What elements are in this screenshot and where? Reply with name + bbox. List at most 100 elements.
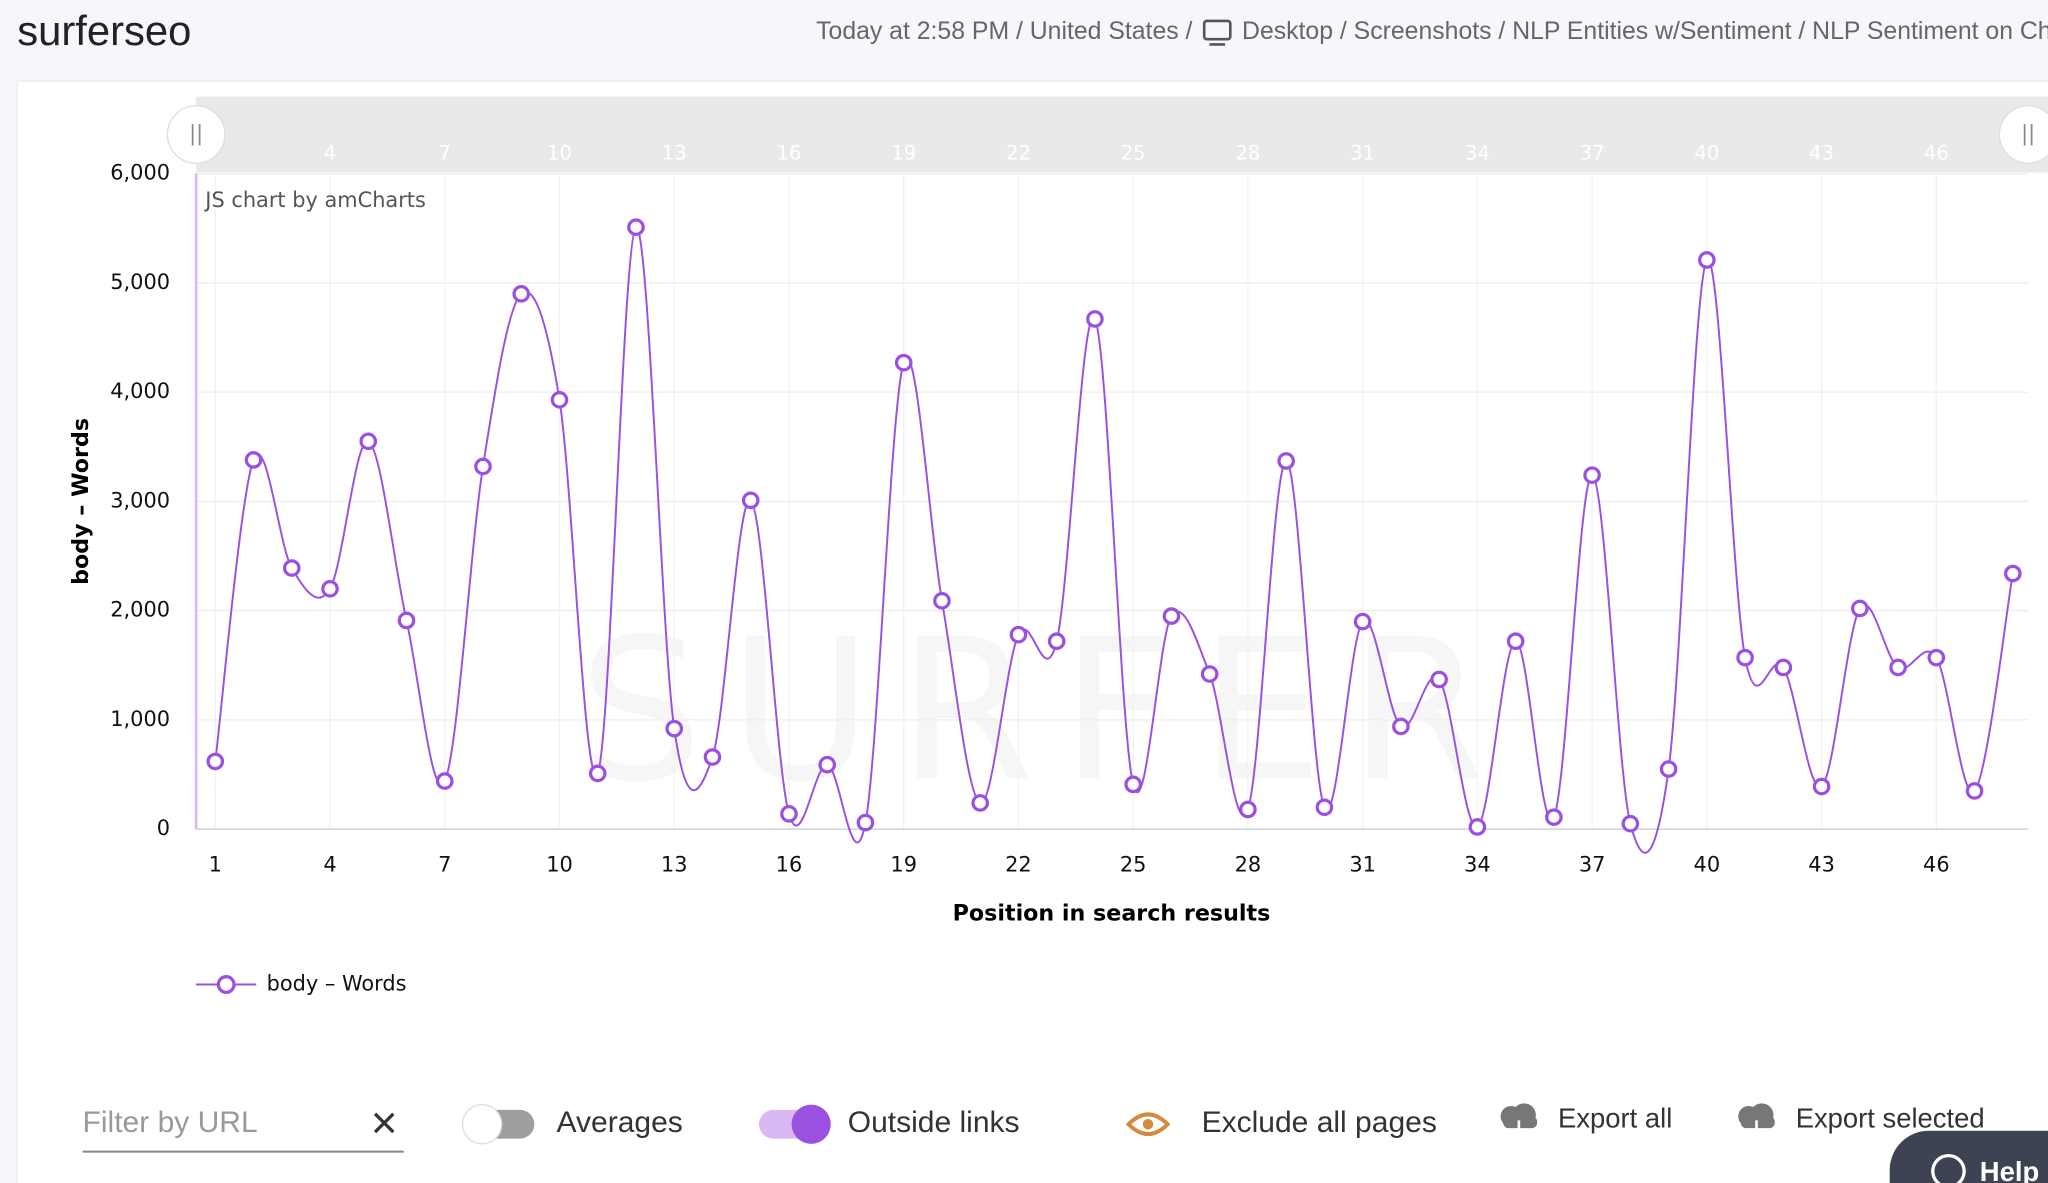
point [435, 772, 454, 790]
point [1009, 625, 1028, 644]
point [1430, 670, 1448, 689]
point [1506, 632, 1525, 651]
point [933, 592, 951, 610]
point [282, 559, 301, 577]
cloud-icon[interactable] [1500, 1103, 1538, 1141]
point [359, 432, 378, 451]
clear-button[interactable] [373, 1112, 395, 1134]
point [741, 491, 760, 510]
point [2004, 564, 2022, 583]
toggle-label: Outside links [848, 1106, 1020, 1139]
scrollbar-tick-label: 22 [1006, 142, 1031, 165]
x-tick-label: 40 [1694, 853, 1721, 877]
point [512, 285, 531, 303]
scrollbar-tick-label: 19 [891, 142, 916, 165]
point [818, 755, 837, 774]
point [1736, 648, 1754, 667]
point [1315, 798, 1334, 817]
point [1851, 599, 1869, 618]
y-tick-label: 0 [157, 816, 170, 840]
toggle-knob [791, 1104, 831, 1144]
toggle-label: Averages [557, 1106, 683, 1139]
point [1774, 658, 1793, 677]
point [1659, 760, 1678, 778]
point [780, 805, 798, 823]
scrollbar-tick-label: 13 [662, 142, 687, 165]
filter-input[interactable]: Filter by URL [83, 1106, 258, 1139]
x-tick-label: 1 [209, 853, 222, 877]
eye-icon[interactable] [1125, 1112, 1171, 1136]
point [1200, 665, 1219, 683]
scrollbar[interactable] [196, 96, 2048, 173]
point [1545, 808, 1563, 826]
point [1277, 452, 1295, 470]
point [1124, 775, 1142, 794]
toggle-knob [461, 1104, 503, 1145]
scrollbar-tick-label: 34 [1465, 142, 1490, 165]
x-tick-label: 28 [1235, 853, 1262, 877]
x-tick-label: 13 [661, 853, 688, 877]
scrollbar-tick-label: 46 [1924, 142, 1949, 165]
y-tick-label: 6,000 [110, 161, 170, 185]
y-tick-label: 4,000 [110, 379, 170, 403]
point [894, 353, 913, 372]
x-tick-label: 25 [1120, 853, 1147, 877]
x-tick-label: 46 [1923, 853, 1950, 877]
y-tick-label: 3,000 [110, 488, 170, 512]
point [1583, 466, 1601, 484]
scrollbar-tick-label: 7 [439, 142, 451, 165]
legend-marker [216, 975, 236, 994]
point [1086, 310, 1104, 328]
point [474, 457, 492, 476]
chart-credit: JS chart by amCharts [203, 188, 426, 212]
x-tick-label: 43 [1808, 853, 1835, 877]
handle-grip: || [189, 121, 203, 146]
x-tick-label: 37 [1579, 853, 1606, 877]
scrollbar-tick-label: 4 [324, 142, 336, 165]
point [1698, 251, 1716, 269]
point [627, 218, 645, 237]
cloud-icon[interactable] [1738, 1103, 1775, 1141]
x-axis-title: Position in search results [953, 901, 1271, 927]
brand: surferseo [17, 7, 191, 54]
x-tick-label: 19 [890, 853, 917, 877]
scroll-handle[interactable] [1998, 105, 2048, 164]
point [550, 390, 569, 409]
y-tick-label: 1,000 [110, 707, 170, 731]
point [971, 794, 990, 812]
breadcrumb[interactable]: Desktop / Screenshots / NLP Entities w/S… [1242, 18, 2048, 45]
point [206, 752, 225, 771]
y-tick-label: 2,000 [110, 598, 170, 622]
scrollbar-tick-label: 40 [1694, 142, 1719, 165]
desktop-icon [1202, 19, 1232, 46]
button-label[interactable]: Export all [1558, 1103, 1672, 1134]
scrollbar-tick-label: 10 [547, 142, 572, 165]
x-tick-label: 31 [1349, 853, 1376, 877]
button-label[interactable]: Export selected [1796, 1103, 1985, 1134]
point [1468, 818, 1487, 836]
button-label[interactable]: Exclude all pages [1202, 1106, 1437, 1139]
point [703, 748, 722, 766]
scrollbar-tick-label: 37 [1580, 142, 1605, 165]
breadcrumb: Today at 2:58 PM / United States / [816, 18, 1192, 45]
x-tick-label: 7 [438, 853, 451, 877]
legend-label: body – Words [267, 972, 407, 996]
scrollbar-tick-label: 25 [1121, 142, 1146, 165]
handle-grip: || [2021, 121, 2035, 146]
point [244, 451, 263, 469]
help-button[interactable] [1889, 1130, 2048, 1183]
chart: SURFER01,0002,0003,0004,0005,0006,000144… [68, 142, 2029, 996]
point [665, 719, 684, 738]
point [1927, 648, 1946, 667]
point [397, 611, 416, 630]
x-tick-label: 10 [546, 853, 573, 877]
point [856, 813, 875, 832]
y-tick-label: 5,000 [110, 270, 170, 294]
point [1889, 658, 1907, 677]
point [321, 579, 339, 598]
point [1965, 782, 1984, 800]
scrollbar-tick-label: 43 [1809, 142, 1834, 165]
scroll-handle[interactable] [166, 105, 226, 164]
